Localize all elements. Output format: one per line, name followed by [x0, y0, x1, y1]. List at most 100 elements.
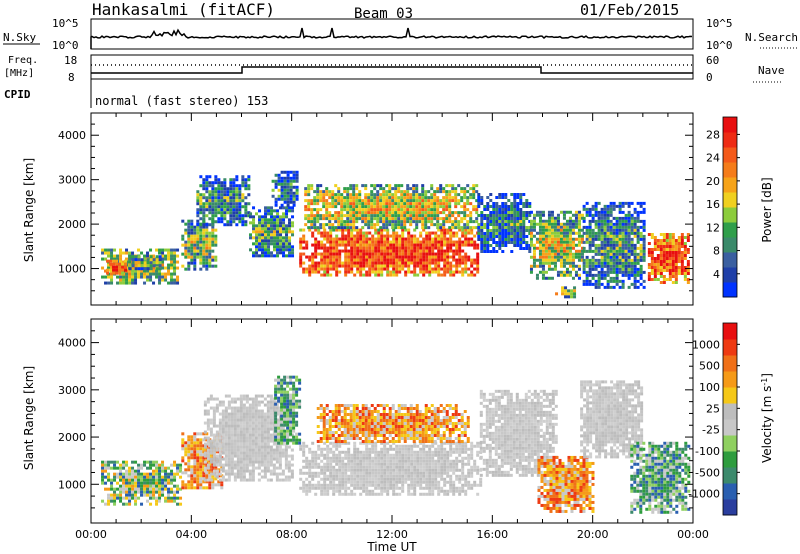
data-cell — [215, 397, 219, 401]
data-cell — [553, 243, 557, 247]
data-cell — [285, 254, 289, 258]
data-cell — [358, 211, 362, 215]
data-cell — [449, 255, 453, 259]
data-cell — [245, 400, 249, 404]
data-cell — [618, 210, 622, 214]
data-cell — [275, 472, 279, 476]
data-cell — [313, 217, 317, 221]
data-cell — [218, 436, 222, 440]
data-cell — [269, 421, 273, 425]
data-cell — [350, 246, 354, 250]
data-cell — [304, 199, 308, 203]
data-cell — [322, 214, 326, 218]
data-cell — [184, 450, 188, 454]
data-cell — [211, 474, 215, 478]
data-cell — [618, 243, 622, 247]
data-cell — [158, 255, 162, 259]
data-cell — [513, 232, 517, 235]
data-cell — [146, 258, 150, 262]
data-cell — [433, 208, 437, 212]
data-cell — [155, 463, 159, 467]
data-cell — [409, 205, 413, 209]
data-cell — [341, 264, 345, 268]
data-cell — [232, 184, 236, 188]
data-cell — [190, 477, 194, 481]
data-cell — [349, 196, 353, 200]
data-cell — [230, 472, 234, 476]
data-cell — [323, 261, 327, 265]
data-cell — [550, 228, 554, 232]
data-cell — [624, 240, 628, 244]
data-cell — [320, 240, 324, 244]
data-cell — [270, 221, 274, 225]
data-cell — [187, 447, 191, 451]
data-cell — [236, 406, 240, 410]
data-cell — [134, 487, 138, 491]
data-cell — [199, 255, 203, 259]
data-cell — [547, 240, 551, 244]
data-cell — [344, 240, 348, 244]
data-cell — [597, 279, 601, 283]
data-cell — [588, 234, 592, 238]
data-cell — [362, 261, 366, 265]
data-cell — [218, 463, 222, 467]
data-cell — [550, 210, 554, 214]
data-cell — [580, 240, 584, 244]
data-cell — [419, 231, 423, 235]
data-cell — [358, 214, 362, 218]
data-cell — [202, 444, 206, 448]
data-cell — [618, 285, 622, 289]
data-cell — [353, 273, 357, 277]
data-cell — [196, 255, 200, 259]
data-cell — [223, 184, 227, 188]
data-cell — [473, 267, 477, 271]
data-cell — [340, 208, 344, 212]
data-cell — [600, 267, 604, 271]
data-cell — [248, 433, 252, 437]
data-cell — [181, 432, 185, 436]
data-cell — [385, 184, 389, 188]
data-cell — [352, 184, 356, 188]
data-cell — [412, 217, 416, 221]
data-cell — [374, 255, 378, 259]
data-cell — [146, 460, 150, 464]
data-cell — [134, 475, 138, 479]
data-cell — [544, 255, 548, 259]
data-cell — [252, 254, 256, 258]
data-cell — [486, 214, 490, 217]
data-cell — [668, 278, 672, 281]
data-cell — [585, 234, 589, 238]
data-cell — [621, 267, 625, 271]
data-cell — [273, 227, 277, 231]
data-cell — [559, 252, 563, 256]
data-cell — [469, 217, 473, 221]
data-cell — [642, 270, 646, 274]
data-cell — [483, 241, 487, 244]
data-cell — [504, 229, 508, 232]
data-cell — [254, 457, 258, 461]
data-cell — [594, 249, 598, 253]
data-cell — [196, 249, 200, 253]
data-cell — [376, 217, 380, 221]
data-cell — [510, 211, 514, 214]
data-cell — [427, 202, 431, 206]
data-cell — [571, 240, 575, 244]
data-cell — [184, 252, 188, 256]
data-cell — [365, 240, 369, 244]
data-cell — [269, 451, 273, 455]
data-cell — [267, 254, 271, 258]
data-cell — [454, 193, 458, 197]
data-cell — [547, 267, 551, 271]
data-cell — [376, 208, 380, 212]
data-cell — [633, 252, 637, 256]
data-cell — [425, 246, 429, 250]
data-cell — [404, 255, 408, 259]
data-cell — [550, 276, 554, 280]
data-cell — [562, 231, 566, 235]
data-cell — [316, 199, 320, 203]
data-cell — [291, 254, 295, 258]
data-cell — [374, 258, 378, 262]
data-cell — [349, 184, 353, 188]
data-cell — [653, 236, 657, 239]
data-cell — [383, 249, 387, 253]
